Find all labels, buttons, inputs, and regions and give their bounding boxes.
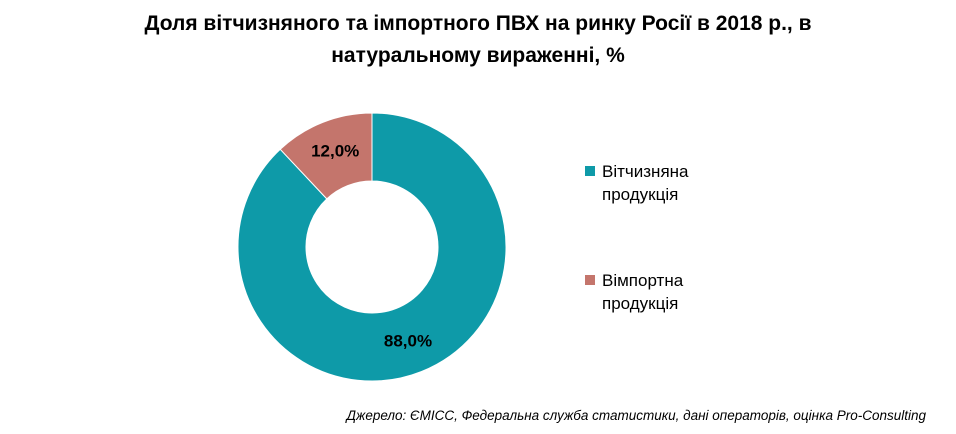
chart-title-line-2: натуральному вираженні, % [331, 44, 625, 67]
legend-label-import: Вімпортна продукція [602, 271, 684, 313]
chart-title-line-1: Доля вітчизняного та імпортного ПВХ на р… [144, 12, 812, 35]
legend-item-domestic: Вітчизняна продукція [583, 160, 732, 206]
data-label-import: 12,0% [311, 142, 359, 161]
chart-title: Доля вітчизняного та імпортного ПВХ на р… [0, 8, 956, 72]
source-note: Джерело: ЄМІСС, Федеральна служба статис… [346, 408, 926, 423]
legend-label-domestic: Вітчизняна продукція [602, 162, 689, 204]
legend-swatch-domestic [585, 166, 595, 176]
donut-slice-domestic [237, 112, 507, 382]
legend-item-import: Вімпортна продукція [583, 269, 732, 315]
legend-swatch-import [585, 275, 595, 285]
legend: Вітчизняна продукція Вімпортна продукція [583, 160, 732, 315]
data-label-domestic: 88,0% [384, 331, 432, 350]
donut-slice-import [279, 112, 373, 200]
